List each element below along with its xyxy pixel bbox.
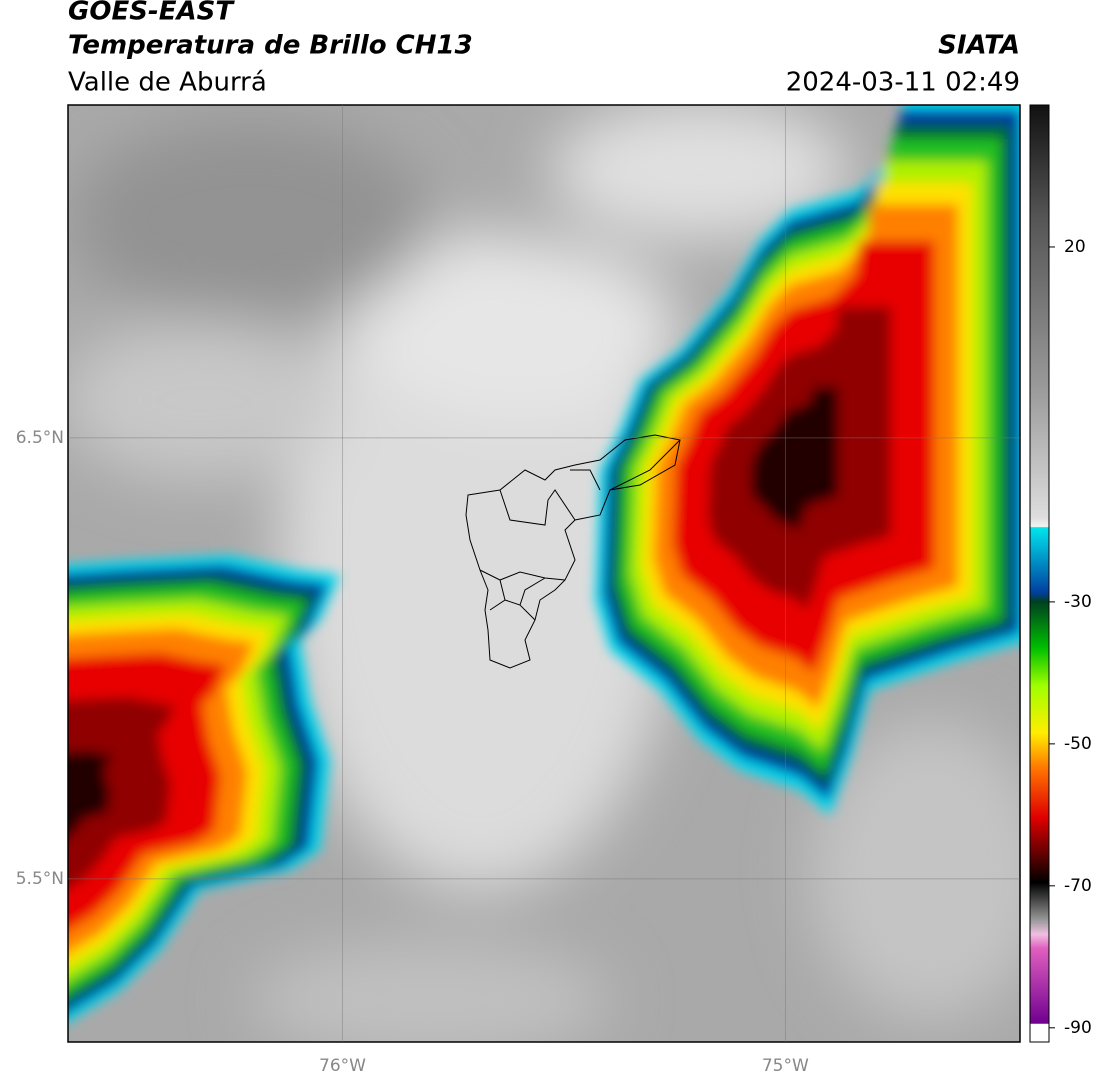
map-frame	[67, 104, 1021, 1043]
lat-tick-label: 5.5°N	[16, 869, 64, 889]
lon-tick-label: 76°W	[319, 1056, 366, 1076]
source: SIATA	[938, 31, 1020, 61]
subtitle: Temperatura de Brillo CH13	[68, 31, 473, 61]
map-image	[68, 105, 1020, 1042]
colorbar-tick-label: -50	[1064, 734, 1092, 754]
cloud-band	[68, 697, 175, 889]
colorbar-tick-label: -30	[1064, 592, 1092, 612]
cloud-band	[751, 387, 838, 531]
lat-tick-label: 6.5°N	[16, 428, 64, 448]
colorbar-tick-label: 20	[1064, 237, 1086, 257]
cloud-band	[68, 751, 112, 838]
colorbar-tick-label: -70	[1064, 876, 1092, 896]
title: GOES-EAST	[68, 0, 235, 27]
timestamp: 2024-03-11 02:49	[786, 68, 1020, 98]
colorbar	[1029, 104, 1050, 1043]
municipal-borders	[465, 434, 681, 669]
lon-tick-label: 75°W	[762, 1056, 809, 1076]
colorbar-tick-label: -90	[1064, 1018, 1092, 1038]
region: Valle de Aburrá	[68, 68, 267, 98]
